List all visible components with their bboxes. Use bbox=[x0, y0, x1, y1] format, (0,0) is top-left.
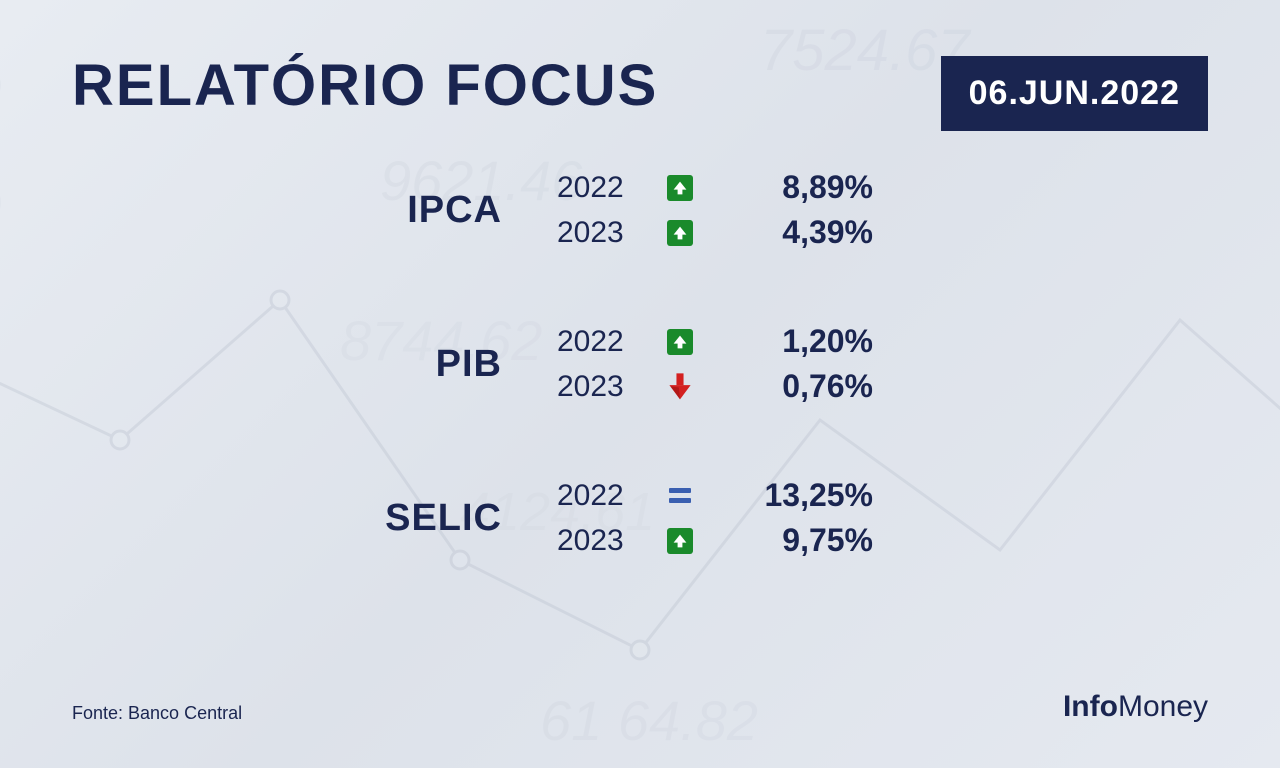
year-label: 2023 bbox=[557, 216, 637, 250]
indicator-selic: SELIC 2022 13,25% 2023 9,75% bbox=[322, 477, 1208, 559]
trend-up-icon bbox=[667, 175, 693, 201]
trend-up-icon bbox=[667, 528, 693, 554]
indicator-pib: PIB 2022 1,20% 2023 bbox=[322, 323, 1208, 405]
trend-down-icon bbox=[667, 374, 693, 400]
year-label: 2022 bbox=[557, 325, 637, 359]
brand-bold: Info bbox=[1063, 690, 1118, 723]
indicator-name: PIB bbox=[322, 343, 502, 386]
date-badge: 06.JUN.2022 bbox=[941, 56, 1208, 131]
indicator-row: 2022 13,25% bbox=[557, 477, 873, 514]
content: RELATÓRIO FOCUS 06.JUN.2022 IPCA 2022 8,… bbox=[0, 0, 1280, 768]
source-text: Fonte: Banco Central bbox=[72, 703, 242, 724]
trend-up-icon bbox=[667, 220, 693, 246]
indicator-rows: 2022 13,25% 2023 9,75% bbox=[557, 477, 873, 559]
indicator-value: 8,89% bbox=[723, 169, 873, 206]
indicator-row: 2023 0,76% bbox=[557, 368, 873, 405]
year-label: 2023 bbox=[557, 524, 637, 558]
trend-equal-icon bbox=[667, 483, 693, 509]
indicator-rows: 2022 8,89% 2023 4,39% bbox=[557, 169, 873, 251]
brand-logo: InfoMoney bbox=[1063, 690, 1208, 724]
trend-up-icon bbox=[667, 329, 693, 355]
indicator-name: SELIC bbox=[322, 497, 502, 540]
indicator-row: 2023 4,39% bbox=[557, 214, 873, 251]
indicator-row: 2022 8,89% bbox=[557, 169, 873, 206]
indicator-value: 9,75% bbox=[723, 522, 873, 559]
footer: Fonte: Banco Central InfoMoney bbox=[72, 690, 1208, 724]
indicator-rows: 2022 1,20% 2023 0,76% bbox=[557, 323, 873, 405]
indicator-value: 13,25% bbox=[723, 477, 873, 514]
indicator-name: IPCA bbox=[322, 189, 502, 232]
year-label: 2022 bbox=[557, 479, 637, 513]
brand-thin: Money bbox=[1118, 690, 1208, 723]
report-title: RELATÓRIO FOCUS bbox=[72, 56, 658, 117]
indicator-ipca: IPCA 2022 8,89% 2023 4,39% bbox=[322, 169, 1208, 251]
indicator-value: 4,39% bbox=[723, 214, 873, 251]
indicator-row: 2022 1,20% bbox=[557, 323, 873, 360]
year-label: 2023 bbox=[557, 370, 637, 404]
indicator-value: 1,20% bbox=[723, 323, 873, 360]
year-label: 2022 bbox=[557, 171, 637, 205]
header: RELATÓRIO FOCUS 06.JUN.2022 bbox=[72, 56, 1208, 131]
indicator-value: 0,76% bbox=[723, 368, 873, 405]
indicator-row: 2023 9,75% bbox=[557, 522, 873, 559]
indicators-list: IPCA 2022 8,89% 2023 4,39% bbox=[72, 169, 1208, 559]
